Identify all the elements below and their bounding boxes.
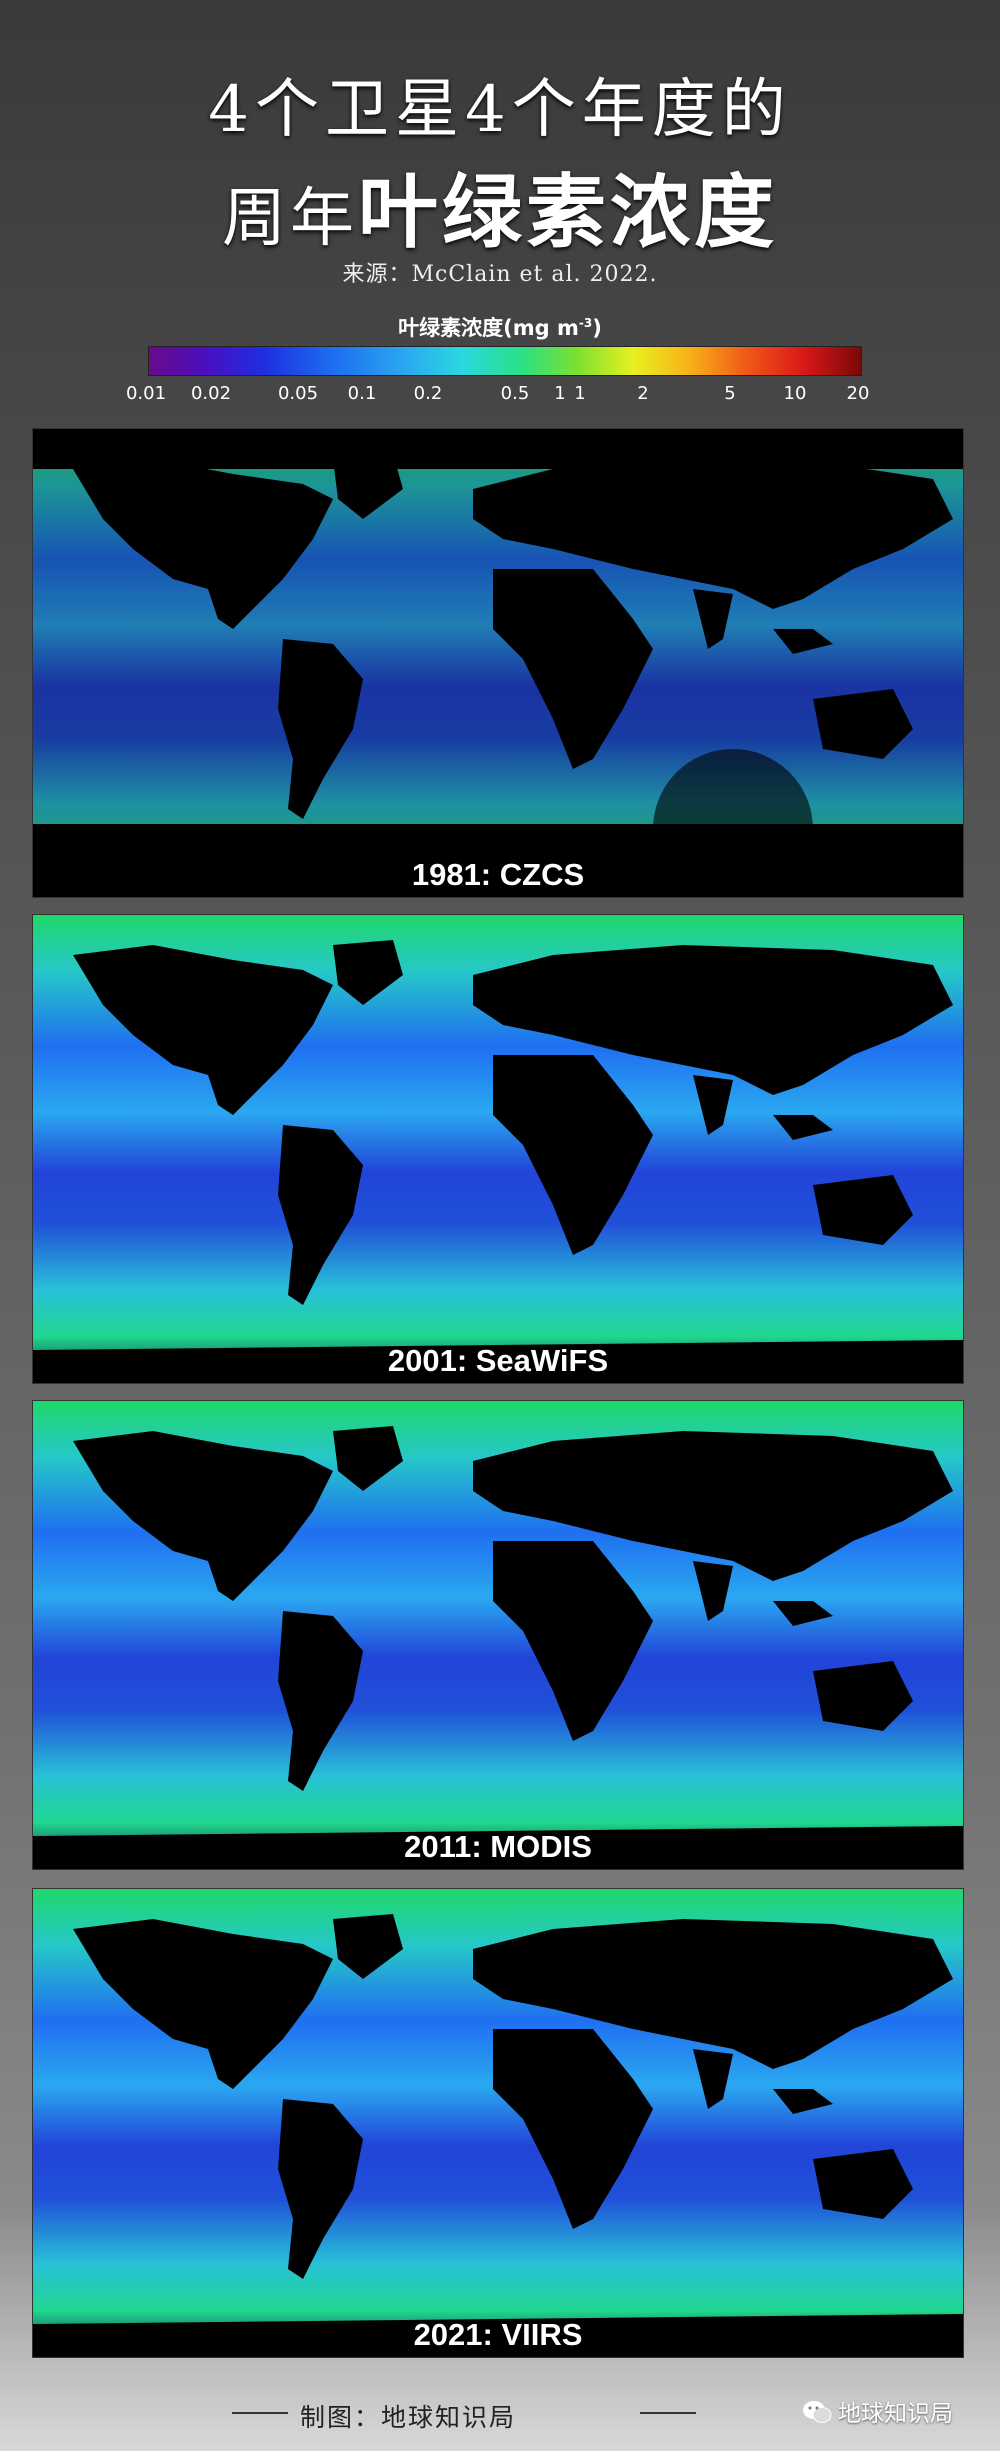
map-credit: 制图：地球知识局 [300, 2403, 517, 2432]
colorbar-tick: 1 [554, 383, 566, 404]
colorbar-tick: 0.01 [125, 383, 167, 404]
chlorophyll-map-2011: 2011: MODIS [32, 1400, 964, 1870]
page-title-line2: 周年叶绿素浓度 [0, 148, 1000, 264]
colorbar-tick: 1 [574, 383, 586, 404]
colorbar-tick: 5 [724, 383, 736, 404]
colorbar-title-close: ) [592, 316, 602, 340]
colorbar-title-sup: -3 [578, 316, 593, 330]
wechat-watermark: 地球知识局 [802, 2394, 953, 2431]
map-label: 1981: CZCS [411, 857, 585, 892]
colorbar-tick: 10 [783, 383, 807, 404]
title-strong: 叶绿素浓度 [358, 166, 778, 259]
map-label: 2021: VIIRS [413, 2317, 583, 2352]
map-artwork [33, 1889, 963, 2357]
map-label: 2001: SeaWiFS [387, 1343, 609, 1378]
chlorophyll-map-1981: 1981: CZCS [32, 428, 964, 898]
colorbar-tick: 0.5 [500, 383, 530, 404]
wechat-icon [802, 2399, 832, 2431]
map-label: 2011: MODIS [404, 1829, 592, 1864]
colorbar-tick: 0.02 [190, 383, 232, 404]
chlorophyll-map-2001: 2001: SeaWiFS [32, 914, 964, 1384]
colorbar-tick: 20 [846, 383, 870, 404]
map-artwork [33, 915, 963, 1383]
colorbar-title-text: 叶绿素浓度(mg m [398, 316, 579, 340]
colorbar-title: 叶绿素浓度(mg m-3) [0, 312, 1000, 342]
colorbar [148, 346, 862, 376]
wechat-account-name: 地球知识局 [838, 2401, 953, 2427]
colorbar-tick: 0.1 [347, 383, 377, 404]
source-citation: 来源：McClain et al. 2022. [342, 262, 658, 287]
credit-divider-left [232, 2412, 288, 2414]
map-artwork [33, 429, 963, 897]
colorbar-tick: 0.05 [277, 383, 319, 404]
title-prefix: 周年 [222, 182, 358, 256]
chlorophyll-map-2021: 2021: VIIRS [32, 1888, 964, 2358]
page-title-line1: 4个卫星4个年度的 [208, 73, 792, 147]
credit-divider-right [640, 2412, 696, 2414]
map-artwork [33, 1401, 963, 1869]
colorbar-tick: 2 [637, 383, 649, 404]
colorbar-ticks: 0.01 0.02 0.05 0.1 0.2 0.5 1 1 2 5 10 20 [0, 383, 1000, 407]
colorbar-tick: 0.2 [413, 383, 443, 404]
